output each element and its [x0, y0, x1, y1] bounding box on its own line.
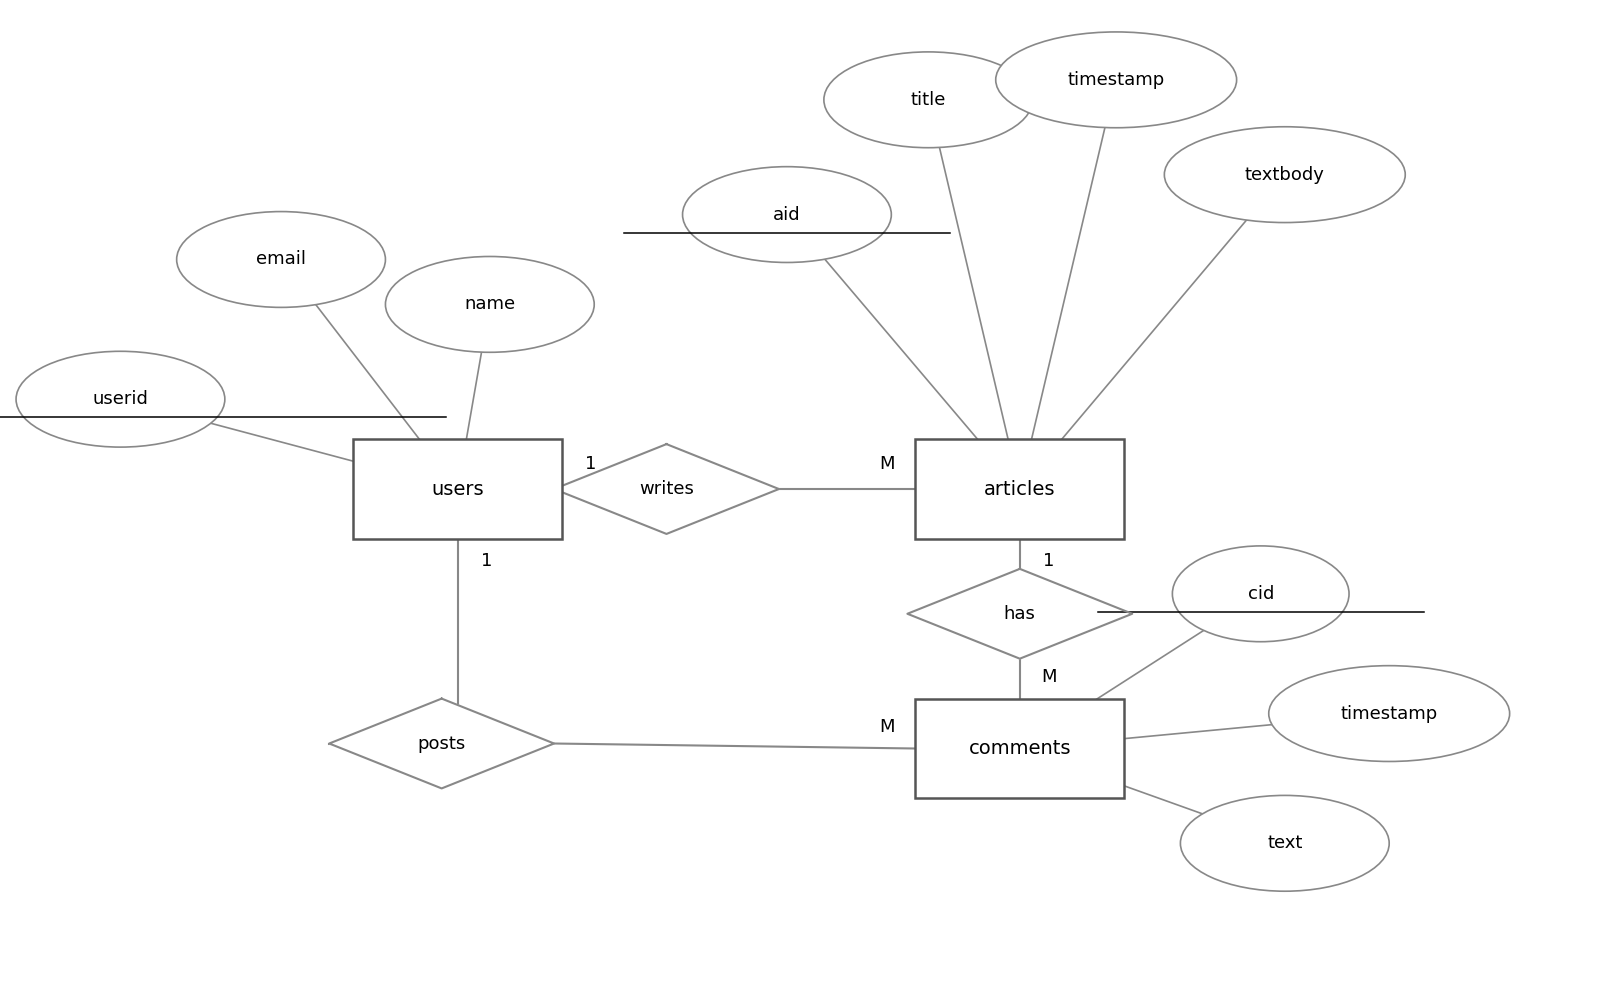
Text: 1: 1: [1042, 552, 1054, 570]
Polygon shape: [554, 444, 778, 534]
Text: timestamp: timestamp: [1067, 71, 1164, 89]
Text: 1: 1: [584, 455, 597, 473]
Text: aid: aid: [772, 206, 801, 224]
Bar: [353, 439, 562, 539]
Ellipse shape: [682, 167, 891, 262]
Text: title: title: [910, 91, 945, 109]
Text: posts: posts: [417, 735, 465, 752]
Text: email: email: [255, 250, 307, 268]
Ellipse shape: [1172, 546, 1348, 642]
Text: comments: comments: [968, 739, 1071, 758]
Text: text: text: [1266, 834, 1302, 852]
Ellipse shape: [385, 256, 594, 352]
Text: userid: userid: [93, 390, 148, 408]
Polygon shape: [907, 569, 1132, 659]
Text: 1: 1: [480, 552, 493, 570]
Ellipse shape: [16, 351, 225, 447]
Text: textbody: textbody: [1244, 166, 1324, 184]
Text: M: M: [878, 455, 894, 473]
Ellipse shape: [995, 32, 1236, 128]
Polygon shape: [329, 699, 554, 788]
Text: M: M: [1040, 668, 1056, 686]
Bar: [915, 439, 1124, 539]
Text: cid: cid: [1247, 585, 1273, 603]
Text: name: name: [464, 295, 515, 313]
Text: writes: writes: [639, 480, 693, 498]
Text: M: M: [878, 718, 894, 736]
Text: timestamp: timestamp: [1340, 705, 1436, 723]
Ellipse shape: [177, 212, 385, 307]
Ellipse shape: [1180, 795, 1388, 891]
Ellipse shape: [823, 52, 1032, 148]
Text: users: users: [432, 479, 483, 499]
Ellipse shape: [1164, 127, 1404, 223]
Bar: [915, 699, 1124, 798]
Text: articles: articles: [984, 479, 1054, 499]
Text: has: has: [1003, 605, 1035, 623]
Ellipse shape: [1268, 666, 1509, 761]
